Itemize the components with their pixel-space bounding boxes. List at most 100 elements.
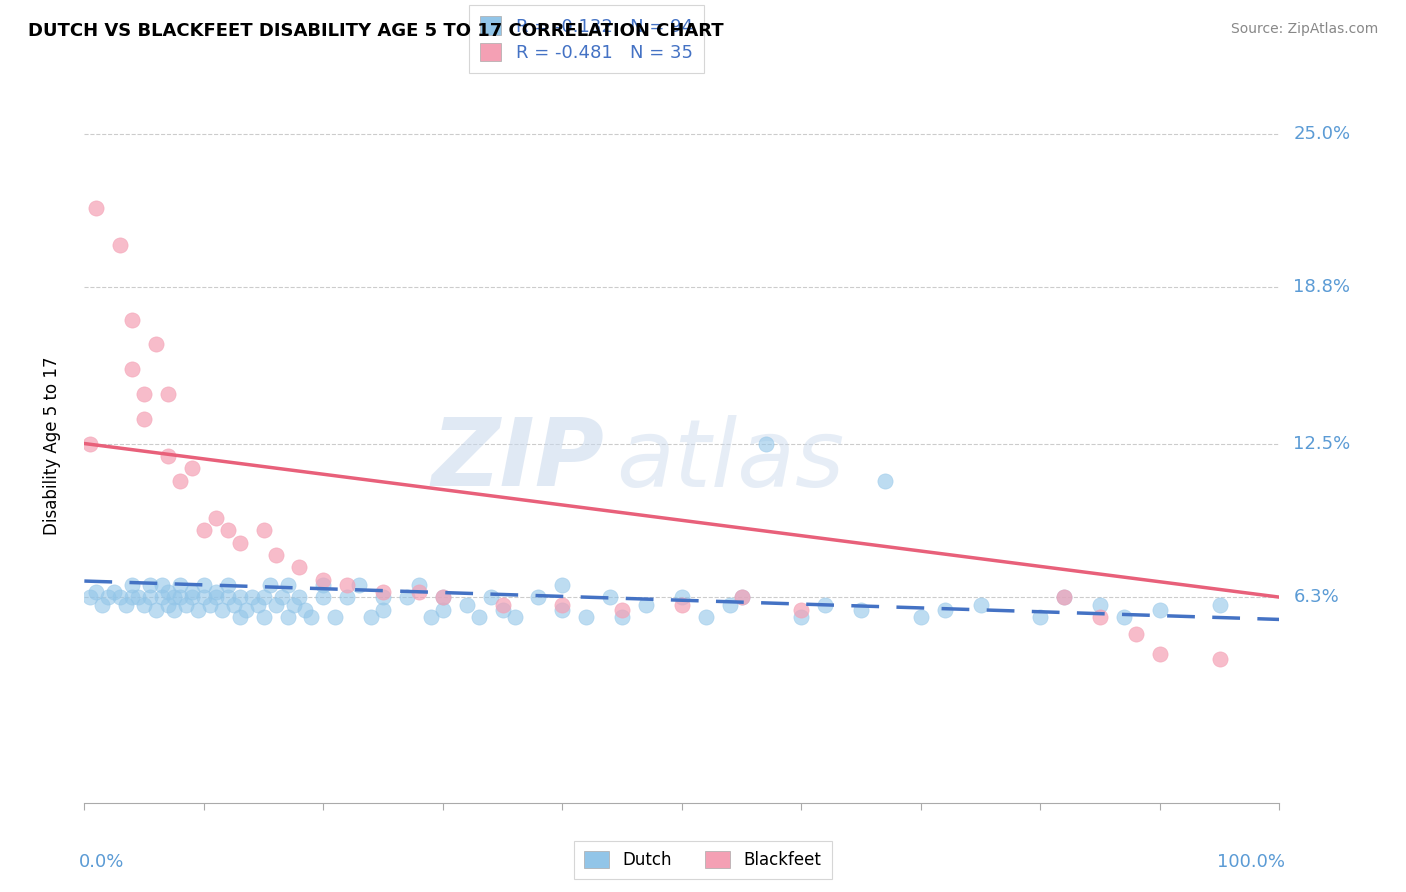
Point: [150, 590, 173, 604]
Point: [612, 610, 634, 624]
Point: [169, 474, 191, 488]
Point: [1149, 602, 1171, 616]
Point: [790, 610, 813, 624]
Point: [110, 238, 132, 252]
Point: [420, 610, 443, 624]
Point: [934, 602, 956, 616]
Point: [527, 590, 550, 604]
Text: DUTCH VS BLACKFEET DISABILITY AGE 5 TO 17 CORRELATION CHART: DUTCH VS BLACKFEET DISABILITY AGE 5 TO 1…: [28, 22, 724, 40]
Point: [198, 598, 221, 612]
Point: [492, 598, 515, 612]
Point: [253, 610, 276, 624]
Point: [132, 387, 156, 401]
Point: [253, 523, 276, 537]
Point: [110, 590, 132, 604]
Point: [79, 436, 101, 450]
Point: [121, 362, 143, 376]
Point: [270, 590, 292, 604]
Point: [910, 610, 932, 624]
Point: [145, 602, 167, 616]
Point: [86, 201, 108, 215]
Point: [157, 585, 180, 599]
Point: [671, 590, 693, 604]
Point: [193, 523, 215, 537]
Point: [432, 590, 454, 604]
Point: [121, 578, 143, 592]
Legend: R = -0.132   N = 94, R = -0.481   N = 35: R = -0.132 N = 94, R = -0.481 N = 35: [468, 5, 704, 73]
Point: [408, 578, 430, 592]
Point: [288, 590, 311, 604]
Point: [970, 598, 993, 612]
Point: [132, 411, 156, 425]
Text: 12.5%: 12.5%: [1294, 434, 1351, 452]
Point: [229, 535, 252, 549]
Point: [229, 590, 252, 604]
Point: [612, 602, 634, 616]
Point: [277, 578, 299, 592]
Point: [432, 602, 454, 616]
Point: [91, 598, 114, 612]
Point: [1114, 610, 1136, 624]
Text: Source: ZipAtlas.com: Source: ZipAtlas.com: [1230, 22, 1378, 37]
Point: [229, 610, 252, 624]
Point: [174, 598, 197, 612]
Point: [1209, 598, 1232, 612]
Point: [599, 590, 621, 604]
Point: [731, 590, 754, 604]
Point: [181, 590, 204, 604]
Point: [181, 585, 204, 599]
Point: [373, 585, 395, 599]
Point: [875, 474, 897, 488]
Point: [222, 598, 245, 612]
Point: [121, 312, 143, 326]
Point: [373, 590, 395, 604]
Y-axis label: Disability Age 5 to 17: Disability Age 5 to 17: [42, 357, 60, 535]
Point: [1209, 652, 1232, 666]
Point: [187, 602, 209, 616]
Point: [718, 598, 741, 612]
Text: 6.3%: 6.3%: [1294, 588, 1339, 607]
Point: [253, 590, 276, 604]
Point: [1053, 590, 1076, 604]
Point: [336, 578, 359, 592]
Point: [115, 598, 138, 612]
Point: [132, 598, 156, 612]
Point: [193, 578, 215, 592]
Point: [312, 573, 335, 587]
Text: ZIP: ZIP: [432, 414, 605, 507]
Point: [205, 585, 228, 599]
Text: 0.0%: 0.0%: [79, 853, 124, 871]
Point: [277, 610, 299, 624]
Point: [456, 598, 478, 612]
Point: [301, 610, 323, 624]
Text: 100.0%: 100.0%: [1218, 853, 1285, 871]
Point: [264, 598, 287, 612]
Point: [181, 461, 204, 475]
Point: [1090, 610, 1112, 624]
Point: [851, 602, 873, 616]
Point: [432, 590, 454, 604]
Text: 18.8%: 18.8%: [1294, 278, 1350, 296]
Text: 25.0%: 25.0%: [1294, 125, 1351, 143]
Point: [163, 602, 186, 616]
Point: [121, 590, 143, 604]
Point: [259, 578, 281, 592]
Point: [163, 590, 186, 604]
Point: [325, 610, 347, 624]
Point: [97, 590, 120, 604]
Point: [139, 590, 162, 604]
Point: [731, 590, 754, 604]
Point: [169, 578, 191, 592]
Point: [157, 598, 180, 612]
Point: [145, 337, 167, 351]
Point: [312, 590, 335, 604]
Point: [103, 585, 125, 599]
Point: [1029, 610, 1052, 624]
Point: [755, 436, 778, 450]
Point: [1149, 647, 1171, 661]
Point: [217, 578, 239, 592]
Point: [1090, 598, 1112, 612]
Point: [157, 449, 180, 463]
Point: [193, 590, 215, 604]
Point: [575, 610, 598, 624]
